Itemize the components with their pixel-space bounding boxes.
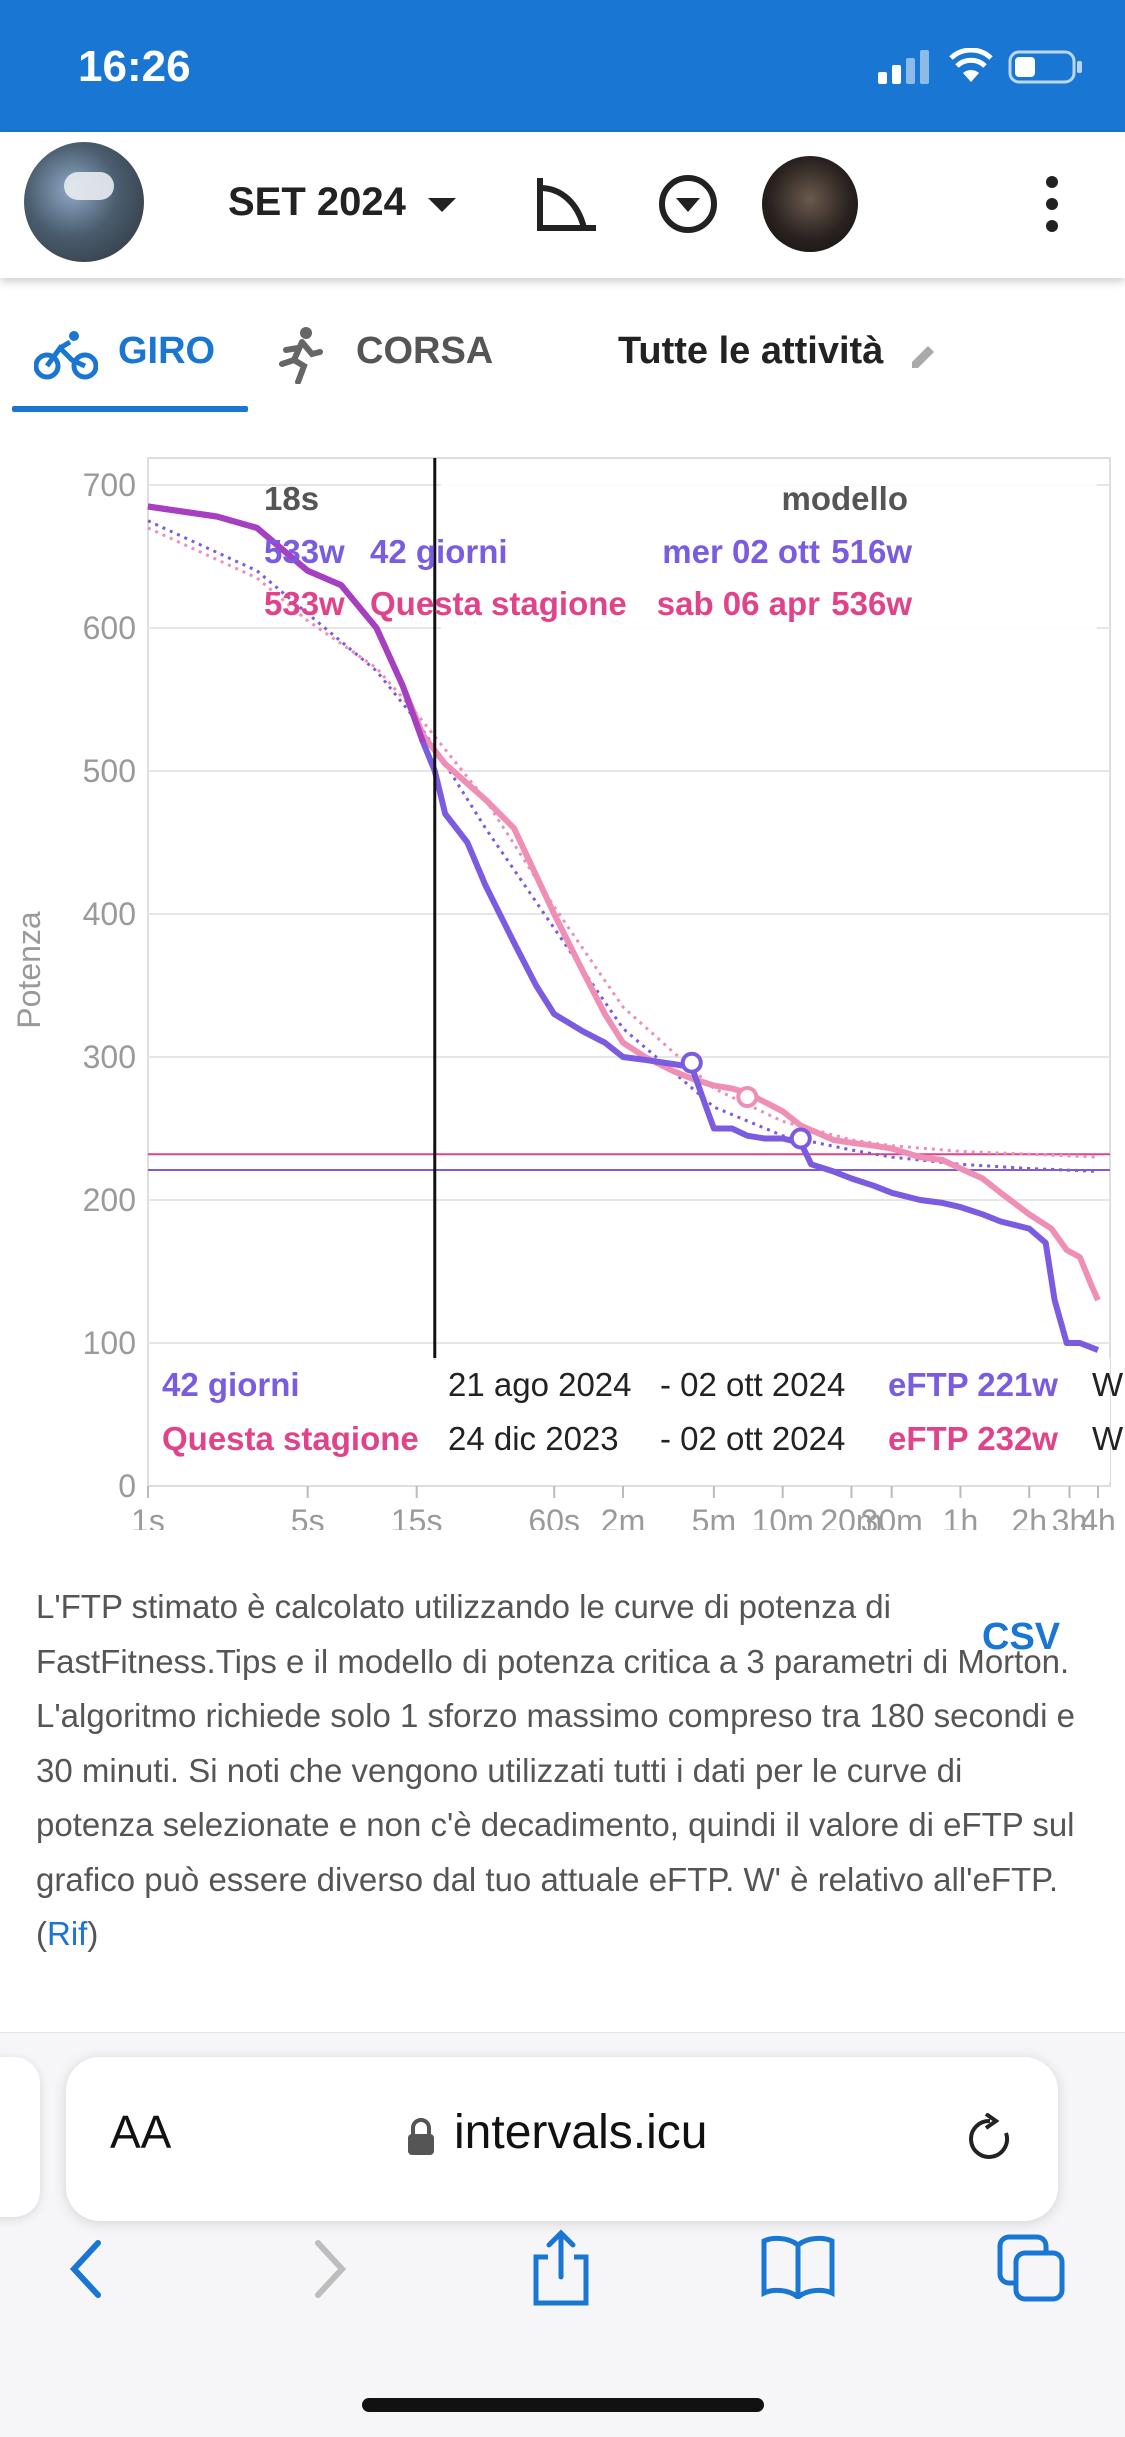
x-tick-label: 2h: [1011, 1503, 1047, 1530]
athlete-avatar[interactable]: [762, 156, 858, 252]
effort-marker: [789, 1127, 812, 1150]
tabs-icon[interactable]: [996, 2233, 1068, 2303]
legend-wprime: W: [1092, 1366, 1124, 1403]
browser-toolbar: AA intervals.icu: [0, 2032, 1125, 2437]
y-tick-label: 100: [83, 1325, 136, 1361]
address-bar[interactable]: AA intervals.icu: [66, 2057, 1058, 2221]
activity-filter[interactable]: Tutte le attività: [618, 330, 884, 372]
legend-to-date: - 02 ott 2024: [660, 1366, 845, 1403]
month-selector[interactable]: SET 2024: [228, 180, 406, 224]
x-tick-label: 15s: [391, 1503, 443, 1530]
x-tick-label: 4h: [1080, 1503, 1116, 1530]
x-tick-label: 30m: [861, 1503, 923, 1530]
active-tab-indicator: [12, 406, 248, 412]
eftp-description: L'FTP stimato è calcolato utilizzando le…: [36, 1580, 1076, 1962]
lock-icon: [408, 2118, 434, 2155]
chevron-down-icon[interactable]: [428, 198, 456, 212]
y-tick-label: 600: [83, 610, 136, 646]
y-tick-label: 400: [83, 896, 136, 932]
effort-marker: [680, 1051, 703, 1074]
description-text: L'FTP stimato è calcolato utilizzando le…: [36, 1588, 1075, 1952]
description-close: ): [87, 1915, 99, 1952]
url-text[interactable]: intervals.icu: [454, 2106, 708, 2159]
series-line: [147, 503, 1100, 1353]
app-bar: SET 2024: [0, 132, 1125, 278]
tooltip-series-name: 42 giorni: [370, 533, 508, 570]
x-tick-label: 3h: [1052, 1503, 1088, 1530]
tooltip-duration: 18s: [264, 480, 319, 517]
legend-series-name: Questa stagione: [162, 1420, 419, 1457]
share-icon[interactable]: [530, 2229, 592, 2307]
legend-from-date: 21 ago 2024: [448, 1366, 632, 1403]
previous-tab-preview[interactable]: [0, 2057, 40, 2217]
x-tick-label: 1h: [943, 1503, 979, 1530]
run-icon: [279, 327, 323, 384]
series-line-shared: [147, 503, 426, 744]
tooltip-series-name: Questa stagione: [370, 585, 627, 622]
back-icon[interactable]: [66, 2239, 106, 2299]
y-tick-label: 300: [83, 1039, 136, 1075]
model-curve: [147, 526, 1099, 1159]
legend-from-date: 24 dic 2023: [448, 1420, 619, 1457]
power-curve-icon[interactable]: [534, 174, 600, 234]
bike-icon: [34, 331, 98, 380]
tooltip-date: mer 02 ott: [662, 533, 820, 570]
x-tick-label: 20m: [820, 1503, 882, 1530]
legend-to-date: - 02 ott 2024: [660, 1420, 845, 1457]
x-tick-label: 10m: [752, 1503, 814, 1530]
y-tick-label: 500: [83, 753, 136, 789]
bookmarks-icon[interactable]: [760, 2235, 836, 2299]
more-vert-icon[interactable]: [1036, 172, 1068, 236]
signal-icon: [878, 50, 929, 84]
forward-icon[interactable]: [310, 2239, 350, 2299]
tab-corsa[interactable]: CORSA: [356, 330, 494, 372]
y-tick-label: 0: [118, 1468, 136, 1504]
tooltip-date: sab 06 apr: [657, 585, 820, 622]
reader-aa-button[interactable]: AA: [110, 2106, 172, 2158]
x-tick-label: 1s: [131, 1503, 165, 1530]
tooltip-power: 533w: [264, 585, 345, 622]
sport-tabs: GIRO CORSA Tutte le attività: [0, 290, 1125, 416]
reload-icon[interactable]: [966, 2113, 1016, 2165]
tooltip-power: 533w: [264, 533, 345, 570]
tooltip-model-value: 516w: [831, 533, 912, 570]
profile-avatar[interactable]: [24, 142, 144, 262]
legend-series-name: 42 giorni: [162, 1366, 300, 1403]
legend-wprime: W: [1092, 1420, 1124, 1457]
edit-icon[interactable]: [908, 340, 940, 372]
battery-icon: [1008, 50, 1082, 84]
tooltip-model-value: 536w: [831, 585, 912, 622]
legend-box: [150, 1358, 1110, 1482]
x-tick-label: 5m: [692, 1503, 736, 1530]
rif-link[interactable]: Rif: [47, 1915, 88, 1952]
legend-eftp: eFTP 232w: [888, 1420, 1058, 1457]
tab-giro[interactable]: GIRO: [118, 330, 216, 372]
filter-dropdown-icon[interactable]: [656, 172, 720, 236]
y-tick-label: 700: [83, 467, 136, 503]
tooltip-box: [440, 470, 1097, 640]
status-bar: 16:26: [0, 0, 1125, 132]
wifi-icon: [949, 48, 993, 82]
home-indicator: [362, 2398, 764, 2412]
effort-marker: [736, 1086, 759, 1109]
tooltip-model-header: modello: [781, 480, 908, 517]
y-axis-label: Potenza: [11, 911, 47, 1029]
x-tick-label: 5s: [291, 1503, 325, 1530]
legend-eftp: eFTP 221w: [888, 1366, 1058, 1403]
y-tick-label: 200: [83, 1182, 136, 1218]
csv-button[interactable]: CSV: [982, 1616, 1061, 1658]
status-time: 16:26: [78, 42, 191, 91]
x-tick-label: 2m: [601, 1503, 645, 1530]
x-tick-label: 60s: [528, 1503, 580, 1530]
